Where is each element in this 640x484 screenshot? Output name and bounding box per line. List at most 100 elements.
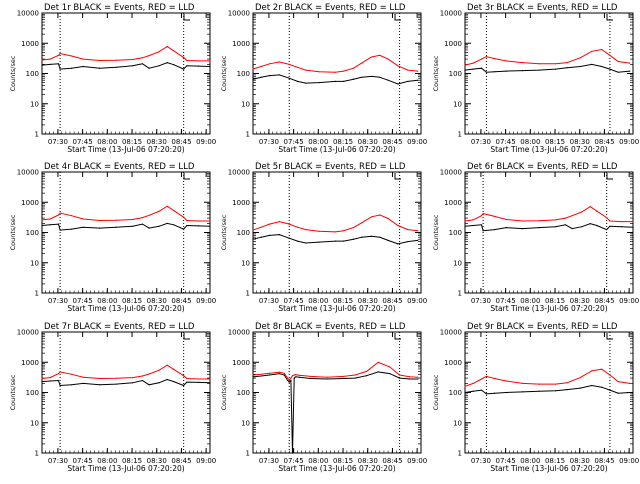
x-tick-label: 07:45 — [496, 297, 516, 305]
data-point-events — [305, 242, 307, 244]
data-point-events — [407, 241, 409, 243]
data-point-lld — [295, 374, 297, 376]
legend-glyph — [394, 173, 401, 180]
panel-title: Det 1r BLACK = Events, RED = LLD — [44, 3, 195, 13]
data-point-events — [71, 67, 73, 69]
data-point-lld — [296, 66, 299, 68]
data-point-lld — [343, 70, 345, 72]
data-point-events — [115, 226, 117, 228]
series-line-lld — [41, 205, 210, 222]
data-point-events — [505, 391, 507, 394]
data-point-events — [268, 75, 271, 77]
x-tick-label: 08:30 — [570, 457, 590, 465]
data-point-lld — [268, 63, 271, 65]
data-point-lld — [166, 364, 168, 366]
data-point-events — [494, 71, 496, 73]
y-tick-label: 1 — [35, 290, 39, 298]
data-point-events — [494, 392, 496, 394]
data-point-lld — [71, 215, 73, 217]
data-point-lld — [296, 226, 299, 228]
data-point-events — [186, 381, 188, 383]
data-point-events — [609, 389, 611, 391]
data-point-events — [596, 224, 598, 227]
x-axis-label: Start Time (13-Jul-06 07:20:20) — [67, 464, 184, 473]
data-point-lld — [407, 229, 409, 231]
x-tick-label: 07:30 — [259, 457, 279, 465]
data-point-events — [379, 76, 381, 78]
data-point-events — [522, 391, 524, 393]
data-point-lld — [589, 206, 591, 208]
data-point-lld — [472, 219, 474, 221]
data-point-lld — [566, 382, 568, 384]
data-point-lld — [197, 60, 200, 62]
series-line-events — [41, 62, 211, 70]
data-point-events — [464, 391, 466, 394]
y-tick-label: 10000 — [17, 10, 39, 18]
plot-frame — [41, 171, 211, 294]
data-point-lld — [505, 60, 507, 62]
y-tick-label: 10000 — [228, 329, 250, 337]
x-tick-label: 08:15 — [333, 138, 353, 146]
panel-title: Det 6r BLACK = Events, RED = LLD — [467, 162, 618, 172]
x-tick-label: 09:00 — [407, 457, 427, 465]
data-point-events — [352, 238, 355, 240]
x-tick-label: 09:00 — [196, 457, 216, 465]
data-point-lld — [283, 372, 285, 374]
data-point-lld — [310, 375, 312, 377]
data-point-lld — [494, 215, 496, 217]
data-point-events — [371, 75, 373, 77]
x-tick-label: 08:30 — [147, 138, 167, 146]
data-point-lld — [609, 220, 611, 222]
data-point-events — [290, 379, 292, 382]
legend-glyph — [606, 14, 613, 21]
data-point-lld — [464, 220, 466, 222]
data-point-events — [71, 384, 73, 386]
data-point-events — [166, 222, 168, 224]
data-point-events — [609, 68, 611, 70]
data-point-events — [606, 229, 608, 231]
data-point-events — [417, 239, 419, 241]
data-point-lld — [293, 374, 295, 376]
y-axis-label: Counts/sec — [432, 214, 440, 250]
data-point-events — [209, 225, 211, 227]
data-point-events — [464, 69, 466, 71]
data-point-lld — [99, 377, 101, 380]
x-tick-label: 08:15 — [545, 457, 565, 465]
y-axis-label: Counts/sec — [9, 55, 17, 91]
series-line-events — [464, 63, 630, 73]
y-tick-label: 100 — [449, 389, 462, 397]
plot-frame — [464, 171, 634, 294]
x-tick-label: 07:30 — [471, 297, 491, 305]
data-point-events — [141, 379, 144, 382]
y-tick-label: 10000 — [228, 169, 250, 177]
y-tick-label: 1000 — [21, 199, 39, 207]
data-point-lld — [197, 220, 200, 222]
data-point-lld — [158, 210, 160, 212]
data-point-events — [620, 226, 623, 228]
detector-panel-1: Det 1r BLACK = Events, RED = LLD 1 10 100 10… — [9, 3, 216, 154]
y-tick-label: 100 — [26, 70, 39, 78]
data-point-lld — [115, 377, 117, 379]
data-point-lld — [371, 216, 373, 218]
data-point-lld — [591, 370, 593, 372]
x-tick-label: 08:45 — [594, 297, 614, 305]
data-point-events — [399, 377, 401, 379]
data-point-lld — [371, 56, 373, 58]
legend-glyph — [183, 333, 190, 340]
data-point-lld — [141, 375, 144, 377]
y-axis-label: Counts/sec — [220, 55, 228, 91]
y-tick-label: 10 — [30, 100, 39, 108]
x-tick-label: 09:00 — [619, 297, 639, 305]
x-tick-label: 07:45 — [73, 297, 93, 305]
legend-glyph — [606, 173, 613, 180]
data-point-events — [387, 79, 389, 81]
data-point-events — [343, 80, 345, 82]
data-point-events — [197, 65, 200, 67]
y-axis-label: Counts/sec — [9, 214, 17, 250]
y-tick-label: 10 — [30, 259, 39, 267]
data-point-lld — [141, 217, 144, 219]
y-axis-label: Counts/sec — [432, 374, 440, 410]
x-tick-label: 08:45 — [382, 457, 402, 465]
data-point-events — [252, 78, 254, 80]
x-tick-label: 07:45 — [73, 138, 93, 146]
